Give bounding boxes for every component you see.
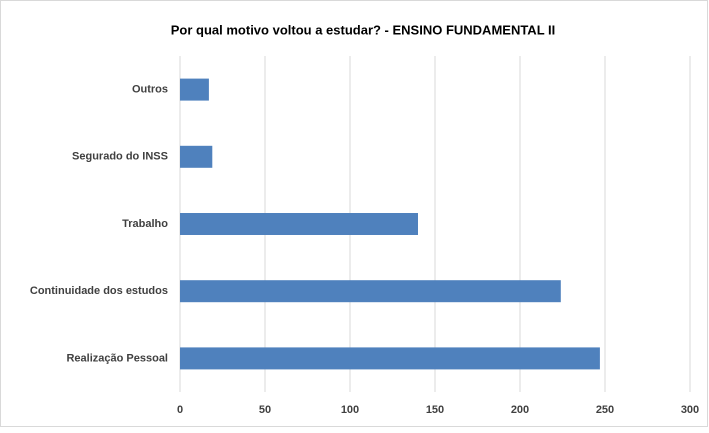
y-tick-label: Segurado do INSS — [72, 151, 168, 163]
x-tick-label: 200 — [511, 404, 529, 416]
bar — [180, 280, 561, 303]
x-tick-label: 50 — [259, 404, 271, 416]
x-tick-label: 300 — [681, 404, 699, 416]
bar — [180, 347, 600, 370]
chart-title: Por qual motivo voltou a estudar? - ENSI… — [171, 22, 555, 37]
bar — [180, 78, 209, 101]
y-tick-label: Continuidade dos estudos — [30, 285, 168, 297]
x-tick-label: 250 — [596, 404, 614, 416]
y-tick-label: Outros — [132, 84, 168, 96]
x-tick-label: 150 — [426, 404, 444, 416]
bar — [180, 145, 213, 168]
y-tick-label: Trabalho — [122, 218, 168, 230]
bar — [180, 213, 418, 235]
x-tick-label: 0 — [177, 404, 183, 416]
y-tick-label: Realização Pessoal — [66, 352, 168, 364]
x-tick-label: 100 — [341, 404, 359, 416]
